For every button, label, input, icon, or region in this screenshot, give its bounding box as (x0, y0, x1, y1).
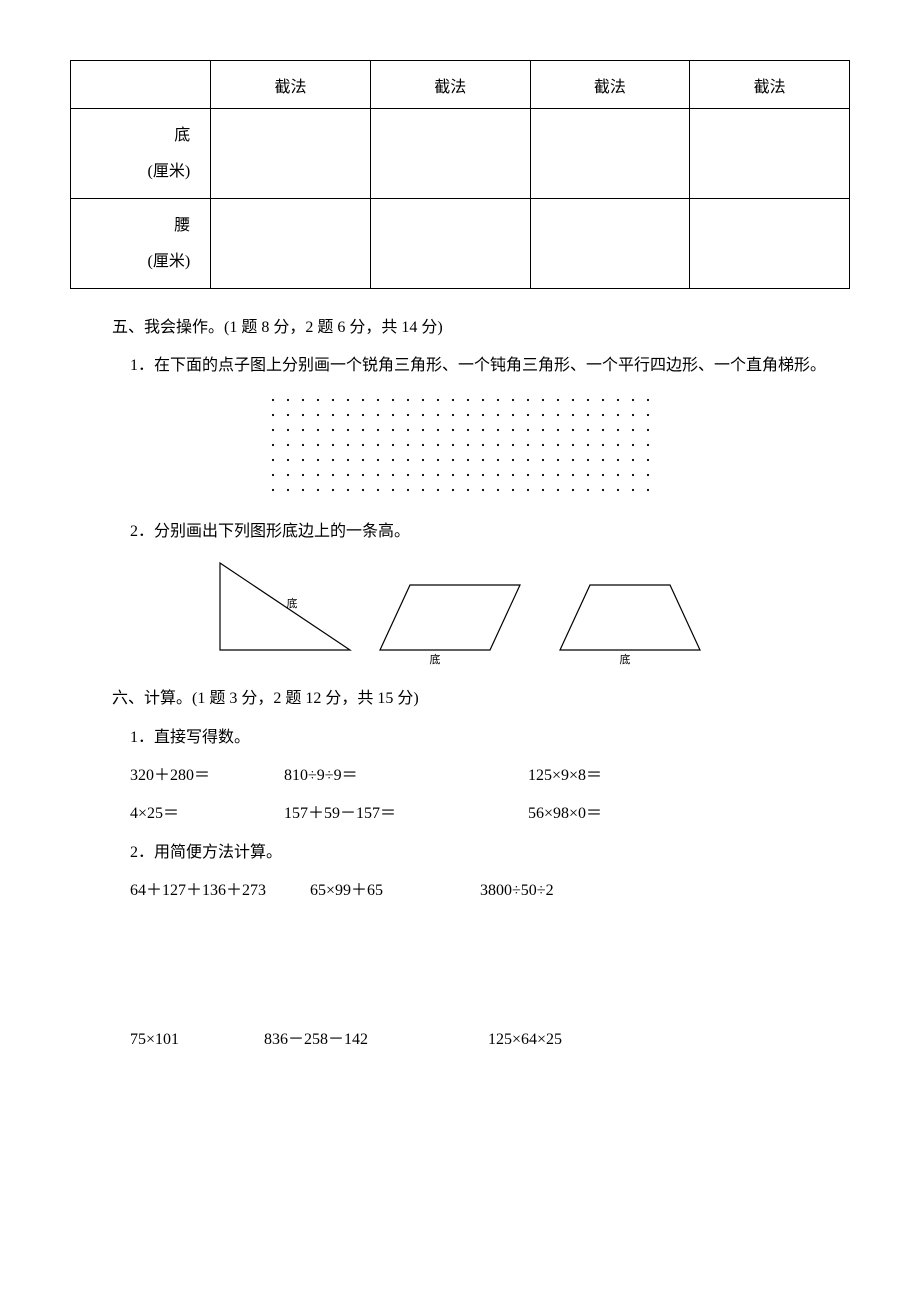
workspace-gap-1 (70, 911, 850, 1021)
section6-q1-title: 1．直接写得数。 (70, 719, 850, 757)
simp-row-1: 64＋127＋136＋27365×99＋653800÷50÷2 (70, 872, 850, 910)
simp-1-1: 64＋127＋136＋273 (130, 872, 310, 910)
table-header-row: 截法 截法 截法 截法 (71, 61, 850, 109)
table-header-col2: 截法 (370, 61, 530, 109)
simp-1-2: 65×99＋65 (310, 872, 480, 910)
calc-row-1: 320＋280＝ 810÷9÷9＝ 125×9×8＝ (70, 757, 850, 795)
row-label-waist-l2: (厘米) (148, 253, 191, 270)
calc-2-3: 56×98×0＝ (528, 795, 602, 833)
simp-2-3: 125×64×25 (488, 1021, 562, 1059)
table-header-col3: 截法 (530, 61, 690, 109)
section6-q2-title: 2．用简便方法计算。 (70, 834, 850, 872)
cell-waist-1 (211, 199, 371, 289)
simp-1-3: 3800÷50÷2 (480, 872, 554, 910)
simp-row-2: 75×101 836－258－142 125×64×25 (70, 1021, 850, 1059)
table-header-blank (71, 61, 211, 109)
row-label-waist-l1: 腰 (174, 217, 190, 234)
shapes-container: 底底底 (70, 551, 850, 680)
section5-q2: 2．分别画出下列图形底边上的一条高。 (70, 513, 850, 551)
calc-1-1: 320＋280＝ (130, 757, 280, 795)
cell-waist-2 (370, 199, 530, 289)
cell-base-1 (211, 109, 371, 199)
table-header-col4: 截法 (690, 61, 850, 109)
calc-1-2: 810÷9÷9＝ (284, 757, 524, 795)
row-label-waist: 腰 (厘米) (71, 199, 211, 289)
cell-base-3 (530, 109, 690, 199)
svg-text:底: 底 (430, 652, 441, 665)
cell-waist-4 (690, 199, 850, 289)
calc-2-2: 157＋59－157＝ (284, 795, 524, 833)
row-label-base: 底 (厘米) (71, 109, 211, 199)
section5-q1: 1．在下面的点子图上分别画一个锐角三角形、一个钝角三角形、一个平行四边形、一个直… (70, 347, 850, 385)
section5-heading: 五、我会操作。(1 题 8 分，2 题 6 分，共 14 分) (70, 309, 850, 347)
svg-text:底: 底 (620, 652, 631, 665)
row-label-base-l2: (厘米) (148, 163, 191, 180)
cell-base-4 (690, 109, 850, 199)
simp-2-2: 836－258－142 (264, 1021, 484, 1059)
calc-2-1: 4×25＝ (130, 795, 280, 833)
table-row-waist: 腰 (厘米) (71, 199, 850, 289)
table-header-col1: 截法 (211, 61, 371, 109)
svg-text:底: 底 (287, 596, 298, 610)
cut-method-table: 截法 截法 截法 截法 底 (厘米) 腰 (厘米) (70, 60, 850, 289)
dot-grid (265, 392, 656, 498)
cell-base-2 (370, 109, 530, 199)
table-row-base: 底 (厘米) (71, 109, 850, 199)
calc-1-3: 125×9×8＝ (528, 757, 602, 795)
shapes-figure: 底底底 (200, 555, 720, 665)
row-label-base-l1: 底 (174, 127, 190, 144)
cell-waist-3 (530, 199, 690, 289)
calc-row-2: 4×25＝ 157＋59－157＝ 56×98×0＝ (70, 795, 850, 833)
simp-2-1: 75×101 (130, 1021, 260, 1059)
dot-grid-container (70, 386, 850, 513)
section6-heading: 六、计算。(1 题 3 分，2 题 12 分，共 15 分) (70, 680, 850, 718)
